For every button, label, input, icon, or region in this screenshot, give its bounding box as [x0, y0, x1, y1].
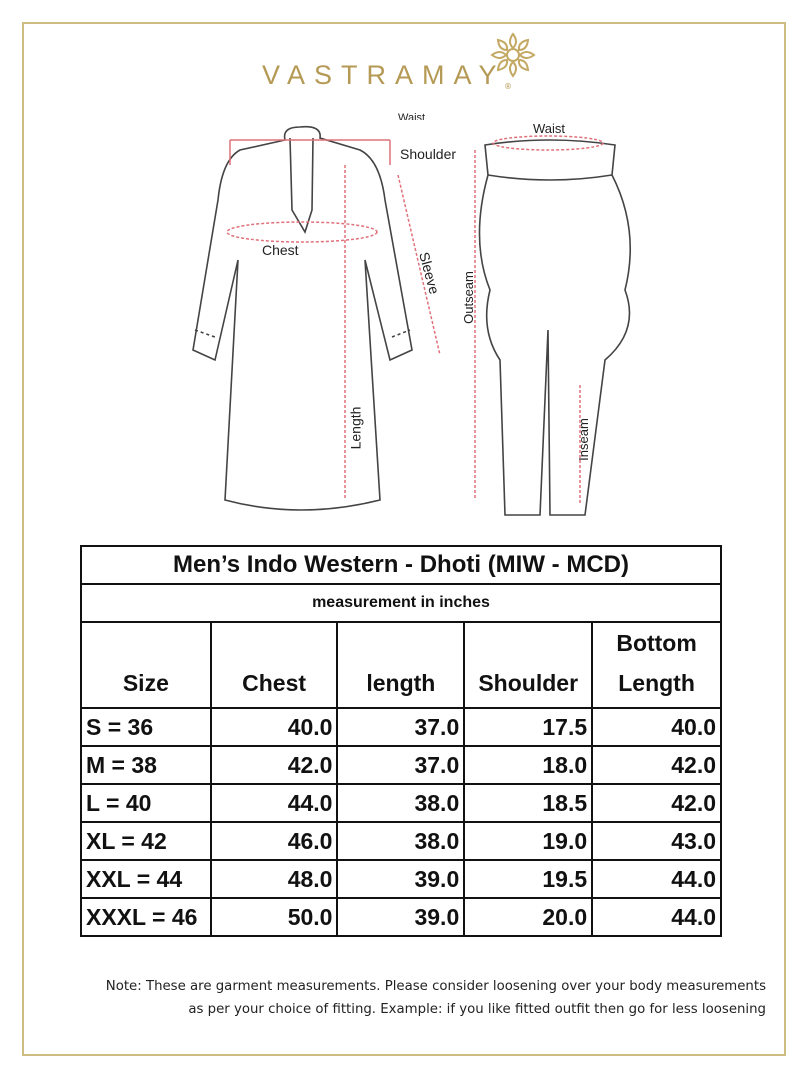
- length-cell: 37.0: [336, 707, 466, 747]
- length-cell: 39.0: [336, 897, 466, 937]
- header-chest: Chest: [209, 621, 339, 709]
- shoulder-label: Shoulder: [400, 146, 457, 162]
- header-length: length: [336, 621, 466, 709]
- chest-cell: 48.0: [209, 859, 339, 899]
- fitting-note: Note: These are garment measurements. Pl…: [40, 975, 766, 1021]
- dhoti-waist-label: Waist: [533, 121, 566, 136]
- brand-emblem-icon: [490, 32, 536, 78]
- chest-cell: 46.0: [209, 821, 339, 861]
- bottom-length-cell: 44.0: [591, 897, 722, 937]
- chest-label: Chest: [262, 242, 299, 258]
- size-cell: L = 40: [80, 783, 212, 823]
- kurta-waist-label: Waist: [398, 112, 426, 120]
- table-row: L = 40 44.0 38.0 18.5 42.0: [80, 783, 722, 823]
- bottom-length-cell: 42.0: [591, 745, 722, 785]
- note-line-1: Note: These are garment measurements. Pl…: [105, 979, 766, 994]
- header-size: Size: [80, 621, 212, 709]
- bottom-length-cell: 40.0: [591, 707, 722, 747]
- shoulder-cell: 20.0: [463, 897, 594, 937]
- length-label: Length: [347, 406, 364, 450]
- chest-cell: 44.0: [209, 783, 339, 823]
- table-row: XL = 42 46.0 38.0 19.0 43.0: [80, 821, 722, 861]
- size-cell: M = 38: [80, 745, 212, 785]
- length-cell: 37.0: [336, 745, 466, 785]
- size-cell: S = 36: [80, 707, 212, 747]
- table-row: XXL = 44 48.0 39.0 19.5 44.0: [80, 859, 722, 899]
- length-cell: 38.0: [336, 783, 466, 823]
- length-cell: 39.0: [336, 859, 466, 899]
- shoulder-cell: 19.5: [463, 859, 594, 899]
- shoulder-cell: 17.5: [463, 707, 594, 747]
- registered-mark: ®: [504, 82, 512, 91]
- size-cell: XXXL = 46: [80, 897, 212, 937]
- size-chart-table: Men’s Indo Western - Dhoti (MIW - MCD) m…: [80, 545, 722, 937]
- size-cell: XXL = 44: [80, 859, 212, 899]
- table-title: Men’s Indo Western - Dhoti (MIW - MCD): [80, 545, 722, 585]
- table-row: M = 38 42.0 37.0 18.0 42.0: [80, 745, 722, 785]
- garment-diagram: [192, 125, 632, 516]
- table-row: XXXL = 46 50.0 39.0 20.0 44.0: [80, 897, 722, 937]
- inseam-label: Inseam: [575, 418, 591, 461]
- chest-cell: 50.0: [209, 897, 339, 937]
- bottom-length-cell: 43.0: [591, 821, 722, 861]
- size-cell: XL = 42: [80, 821, 212, 861]
- shoulder-cell: 18.5: [463, 783, 594, 823]
- header-bottom-length: Bottom Length: [591, 621, 722, 709]
- bottom-length-cell: 42.0: [591, 783, 722, 823]
- brand-logo: VASTRAMAY: [262, 60, 506, 90]
- chest-cell: 40.0: [209, 707, 339, 747]
- outseam-label: Outseam: [460, 271, 476, 324]
- shoulder-cell: 18.0: [463, 745, 594, 785]
- shoulder-cell: 19.0: [463, 821, 594, 861]
- header-shoulder: Shoulder: [463, 621, 594, 709]
- chest-cell: 42.0: [209, 745, 339, 785]
- table-subtitle: measurement in inches: [80, 583, 722, 623]
- page-border: [22, 22, 786, 1056]
- length-cell: 38.0: [336, 821, 466, 861]
- bottom-length-cell: 44.0: [591, 859, 722, 899]
- table-row: S = 36 40.0 37.0 17.5 40.0: [80, 707, 722, 747]
- note-line-2: as per your choice of fitting. Example: …: [188, 1002, 766, 1017]
